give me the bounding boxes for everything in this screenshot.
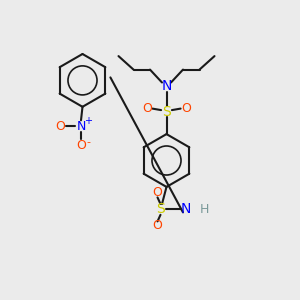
Text: O: O (153, 186, 162, 200)
Text: N: N (161, 79, 172, 93)
Text: O: O (181, 102, 191, 115)
Text: O: O (153, 219, 162, 232)
Text: H: H (199, 203, 209, 216)
Text: +: + (85, 116, 92, 126)
Text: N: N (76, 120, 86, 133)
Text: S: S (156, 202, 165, 216)
Text: S: S (162, 105, 171, 118)
Text: O: O (76, 139, 86, 152)
Text: O: O (55, 120, 65, 133)
Text: N: N (181, 202, 191, 216)
Text: -: - (86, 137, 91, 147)
Text: O: O (142, 102, 152, 115)
